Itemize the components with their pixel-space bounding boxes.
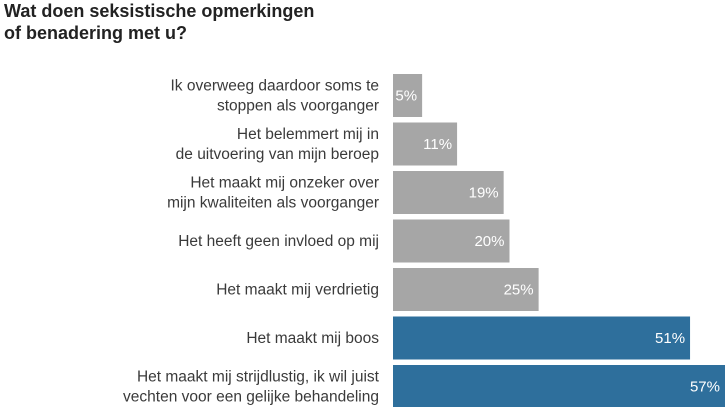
bar-value-label-7: 57%	[690, 379, 720, 396]
chart-title: Wat doen seksistische opmerkingen of ben…	[4, 1, 315, 43]
category-label-3-line-1: Het maakt mij onzeker over	[190, 175, 379, 192]
category-label-3-line-2: mijn kwaliteiten als voorganger	[167, 195, 379, 212]
bar-2	[393, 122, 458, 166]
category-label-4-line-1: Het heeft geen invloed op mij	[178, 233, 379, 250]
bar-7	[393, 365, 725, 407]
category-label-5-line-1: Het maakt mij verdrietig	[216, 282, 379, 299]
category-label-2-line-1: Het belemmert mij in	[237, 126, 379, 143]
bar-value-label-6: 51%	[655, 330, 685, 347]
bar-value-label-1: 5%	[395, 88, 417, 105]
bar-value-label-5: 25%	[504, 282, 534, 299]
bar-3	[393, 171, 504, 214]
bar-value-label-2: 11%	[423, 136, 452, 153]
bar-value-label-4: 20%	[474, 233, 504, 250]
category-label-7-line-2: vechten voor een gelijke behandeling	[123, 389, 379, 406]
bar-value-label-3: 19%	[469, 185, 499, 202]
bar-1	[393, 74, 423, 117]
category-label-1-line-2: stoppen als voorganger	[217, 98, 379, 115]
bar-6	[393, 316, 691, 360]
bar-5	[393, 268, 539, 311]
category-label-6-line-1: Het maakt mij boos	[246, 330, 379, 347]
bar-4	[393, 219, 510, 263]
category-label-1-line-1: Ik overweeg daardoor soms te	[171, 78, 380, 95]
category-label-2-line-2: de uitvoering van mijn beroep	[176, 146, 379, 163]
category-label-7-line-1: Het maakt mij strijdlustig, ik wil juist	[137, 369, 380, 386]
